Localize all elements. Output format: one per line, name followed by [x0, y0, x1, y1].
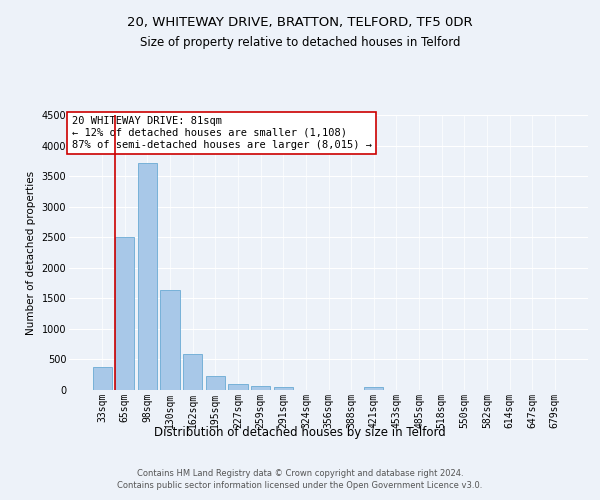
- Bar: [92, 368, 112, 390]
- Bar: [251, 386, 270, 390]
- Text: Contains HM Land Registry data © Crown copyright and database right 2024.
Contai: Contains HM Land Registry data © Crown c…: [118, 469, 482, 490]
- Bar: [183, 354, 202, 390]
- Text: 20 WHITEWAY DRIVE: 81sqm
← 12% of detached houses are smaller (1,108)
87% of sem: 20 WHITEWAY DRIVE: 81sqm ← 12% of detach…: [71, 116, 371, 150]
- Bar: [160, 290, 180, 390]
- Bar: [138, 162, 157, 390]
- Bar: [115, 237, 134, 390]
- Bar: [229, 384, 248, 390]
- Bar: [364, 386, 383, 390]
- Text: 20, WHITEWAY DRIVE, BRATTON, TELFORD, TF5 0DR: 20, WHITEWAY DRIVE, BRATTON, TELFORD, TF…: [127, 16, 473, 29]
- Bar: [206, 376, 225, 390]
- Text: Size of property relative to detached houses in Telford: Size of property relative to detached ho…: [140, 36, 460, 49]
- Bar: [274, 387, 293, 390]
- Text: Distribution of detached houses by size in Telford: Distribution of detached houses by size …: [154, 426, 446, 439]
- Y-axis label: Number of detached properties: Number of detached properties: [26, 170, 36, 334]
